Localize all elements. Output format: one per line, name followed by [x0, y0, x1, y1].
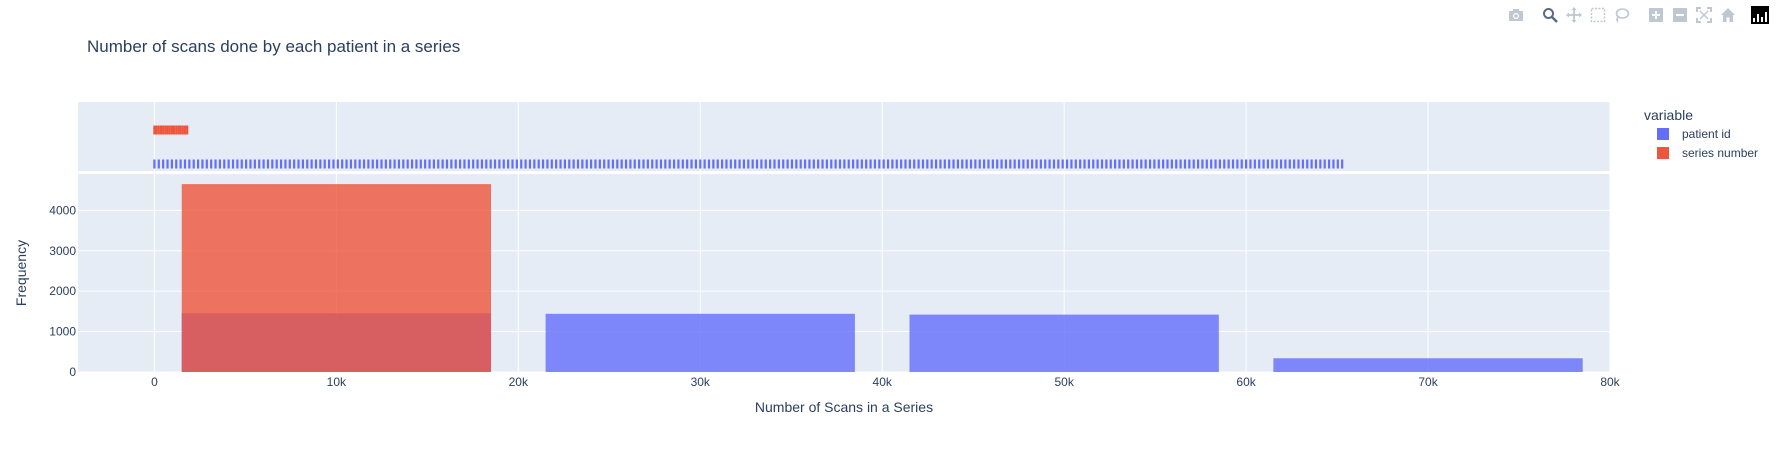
histogram-bars — [181, 184, 1583, 372]
pan-icon[interactable] — [1563, 4, 1585, 26]
zoom-out-icon[interactable] — [1669, 4, 1691, 26]
x-tick-label: 50k — [1054, 375, 1074, 389]
x-tick-labels: 0 10k 20k 30k 40k 50k 60k 70k 80k — [151, 375, 1621, 389]
x-tick-label: 60k — [1236, 375, 1256, 389]
y-tick-label: 3000 — [49, 244, 76, 258]
x-tick-label: 80k — [1600, 375, 1620, 389]
lasso-icon[interactable] — [1611, 4, 1633, 26]
legend: variable patient id series number — [1644, 107, 1758, 160]
x-tick-label: 30k — [691, 375, 711, 389]
y-tick-label: 0 — [69, 365, 76, 379]
bar-series-number — [181, 184, 492, 372]
zoom-in-icon[interactable] — [1645, 4, 1667, 26]
legend-title: variable — [1644, 107, 1693, 123]
x-tick-label: 0 — [151, 375, 158, 389]
legend-item-label[interactable]: series number — [1682, 146, 1758, 160]
x-tick-label: 10k — [327, 375, 347, 389]
y-axis-title: Frequency — [13, 240, 29, 306]
autoscale-icon[interactable] — [1693, 4, 1715, 26]
x-tick-label: 40k — [873, 375, 893, 389]
legend-item-label[interactable]: patient id — [1682, 127, 1731, 141]
chart-title: Number of scans done by each patient in … — [87, 37, 460, 56]
box-select-icon[interactable] — [1587, 4, 1609, 26]
legend-swatch[interactable] — [1657, 147, 1669, 159]
rug-marks — [153, 125, 1344, 169]
modebar — [1505, 4, 1769, 26]
bar-patient-id — [1273, 358, 1583, 372]
y-tick-labels: 0 1000 2000 3000 4000 — [49, 203, 76, 379]
y-tick-label: 4000 — [49, 203, 76, 217]
x-tick-label: 70k — [1418, 375, 1438, 389]
y-tick-label: 1000 — [49, 325, 76, 339]
legend-swatch[interactable] — [1657, 128, 1669, 140]
camera-icon[interactable] — [1505, 4, 1527, 26]
x-tick-label: 20k — [509, 375, 529, 389]
plotly-logo-icon[interactable] — [1751, 6, 1769, 24]
reset-axes-icon[interactable] — [1717, 4, 1739, 26]
bar-patient-id — [545, 313, 855, 372]
zoom-icon[interactable] — [1539, 4, 1561, 26]
y-tick-label: 2000 — [49, 284, 76, 298]
x-axis-title: Number of Scans in a Series — [755, 399, 933, 415]
bar-patient-id — [909, 314, 1219, 372]
